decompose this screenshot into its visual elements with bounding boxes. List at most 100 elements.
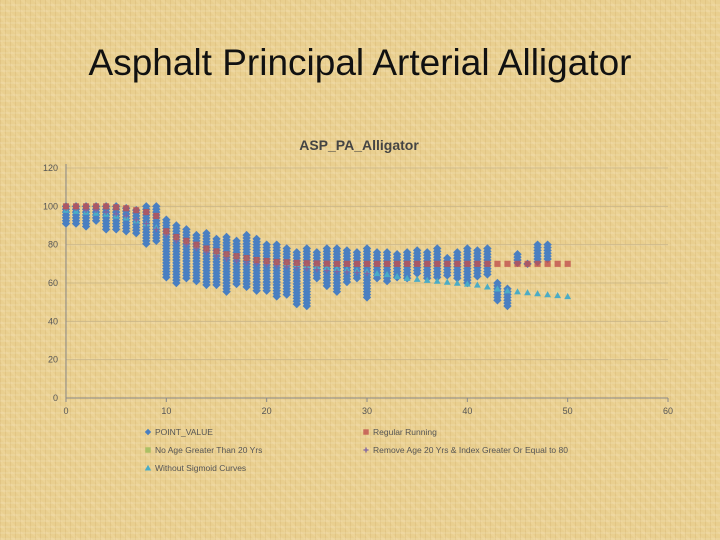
point-value-mark (242, 282, 251, 292)
chart-legend: POINT_VALUE Regular Running No Age Greater… (144, 427, 568, 473)
point-value-mark (71, 219, 81, 228)
series-4-mark (494, 285, 501, 292)
series-1-mark (404, 260, 411, 267)
x-tick-label: 40 (462, 406, 472, 416)
point-value-mark (312, 274, 322, 283)
point-value-mark (152, 236, 161, 246)
point-value-mark (322, 281, 332, 291)
series-4-mark (333, 265, 341, 272)
y-tick-label: 40 (48, 316, 58, 326)
point-value-mark (483, 270, 492, 279)
series-1-mark (83, 203, 90, 210)
series-1-mark (434, 260, 441, 267)
series-1-mark (464, 260, 471, 267)
point-value-mark (493, 296, 502, 305)
point-value-mark (192, 276, 201, 286)
x-tick-label: 0 (63, 406, 68, 416)
legend-label: POINT_VALUE (155, 427, 213, 437)
point-value-mark (172, 278, 181, 288)
series-1-mark (143, 209, 150, 216)
series-4-mark (433, 277, 441, 284)
series-3-mark (103, 209, 109, 215)
series-3-mark (334, 268, 340, 275)
series-3-mark (153, 226, 160, 233)
series-1-mark (293, 259, 300, 266)
y-tick-label: 0 (53, 393, 58, 403)
series-1-mark (93, 203, 100, 210)
chart-axes: 0 20 40 60 80 100 120 0 10 20 30 40 50 60 (43, 163, 673, 416)
series-1-mark (183, 237, 190, 244)
x-tick-label: 50 (563, 406, 573, 416)
point-value-mark (292, 299, 301, 309)
series-1-mark (424, 260, 431, 267)
point-value-mark (473, 272, 482, 281)
series-1-mark (133, 207, 140, 214)
point-value-mark (453, 274, 462, 283)
series-3-mark (314, 266, 320, 273)
point-value-mark (232, 279, 241, 289)
series-4-mark (383, 270, 391, 278)
series-3-mark (354, 269, 360, 276)
legend-label: Regular Running (373, 427, 437, 437)
series-3-mark (344, 269, 350, 275)
series-1-mark (283, 259, 290, 266)
series-4-mark (484, 283, 491, 290)
series-1-mark (303, 260, 310, 267)
x-tick-label: 60 (663, 406, 673, 416)
series-4-mark (524, 289, 531, 296)
point-value-mark (272, 292, 281, 301)
legend-marker (144, 464, 152, 471)
point-value-mark (91, 216, 101, 225)
series-4-mark (504, 287, 511, 294)
series-1-mark (394, 260, 401, 267)
point-value-mark (382, 276, 392, 286)
series-4-mark (373, 270, 381, 277)
point-value-mark (182, 274, 191, 283)
series-1-mark (564, 260, 571, 267)
point-value-mark (332, 287, 342, 296)
series-1-mark (263, 257, 270, 265)
series-1-mark (514, 260, 521, 267)
point-value-mark (81, 222, 91, 231)
series-1-mark (233, 253, 240, 260)
series-3-mark (123, 213, 129, 219)
series-1-mark (414, 260, 421, 267)
y-tick-label: 100 (43, 201, 58, 211)
series-1-mark (333, 260, 340, 267)
series-1-mark (444, 260, 451, 267)
point-value-mark (162, 273, 171, 282)
series-1-mark (203, 245, 210, 252)
series-1-mark (554, 260, 561, 267)
point-value-mark (61, 219, 71, 228)
point-value-mark (262, 286, 271, 295)
series-1-mark (343, 260, 350, 267)
point-value-mark (412, 269, 422, 278)
series-1-mark (484, 260, 491, 267)
point-value-mark (122, 227, 131, 236)
series-4-mark (554, 292, 562, 299)
series-3-mark (324, 267, 330, 274)
series-1-mark (62, 203, 70, 210)
series-1-mark (313, 260, 320, 267)
series-4-mark (463, 280, 471, 287)
series-1-mark (504, 260, 511, 267)
series-4-mark (564, 293, 572, 300)
series-1-mark (253, 256, 260, 264)
series-1-mark (534, 260, 541, 267)
series-4-mark (413, 275, 421, 282)
legend-marker (144, 428, 152, 436)
legend-marker (363, 429, 369, 435)
point-value-mark (252, 286, 261, 295)
y-tick-label: 120 (43, 163, 58, 173)
point-value-mark (433, 273, 442, 282)
series-1-mark (113, 204, 120, 211)
y-tick-label: 20 (48, 355, 58, 365)
series-3-mark (113, 211, 119, 217)
series-1-mark (123, 205, 130, 212)
point-value-mark (222, 287, 231, 296)
series-1-mark (193, 241, 200, 248)
series-1-mark (153, 212, 160, 219)
series-1-mark (273, 258, 280, 265)
series-1-mark (353, 260, 361, 267)
x-tick-label: 10 (161, 406, 171, 416)
